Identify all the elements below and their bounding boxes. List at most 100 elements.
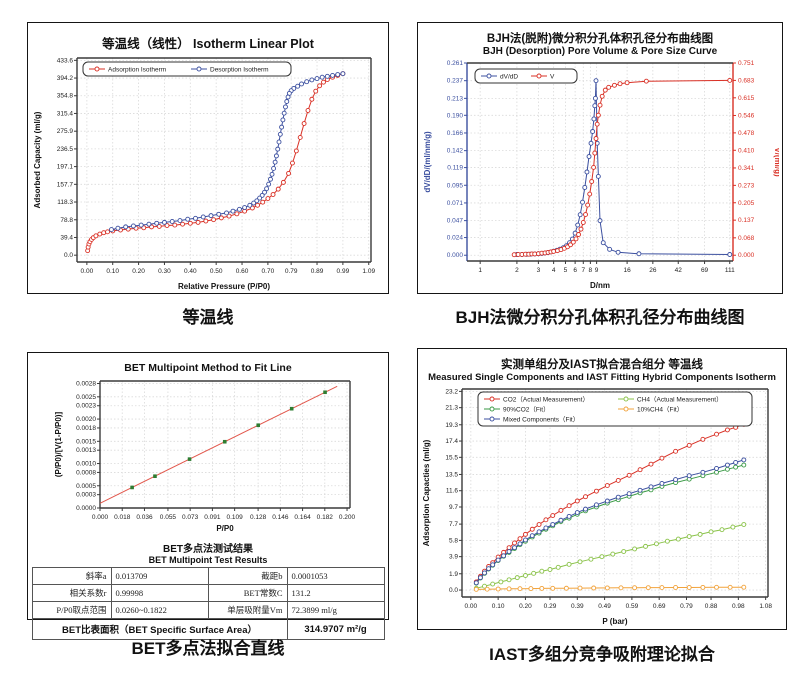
svg-text:90%CO2（Fit）: 90%CO2（Fit）	[503, 405, 550, 413]
svg-text:0.071: 0.071	[447, 200, 464, 207]
svg-text:0.20: 0.20	[132, 268, 145, 275]
svg-text:0.0025: 0.0025	[76, 394, 96, 401]
bet-c-label: BET常数C	[207, 584, 288, 602]
svg-text:0.0015: 0.0015	[76, 438, 96, 445]
svg-text:0.109: 0.109	[226, 514, 243, 521]
svg-text:0.0010: 0.0010	[76, 461, 96, 468]
svg-text:0.60: 0.60	[236, 268, 249, 275]
svg-text:0.410: 0.410	[738, 147, 755, 154]
svg-text:(P/P0)/[V(1-P/P0)]: (P/P0)/[V(1-P/P0)]	[54, 411, 63, 477]
svg-text:7: 7	[581, 267, 585, 274]
svg-text:0.615: 0.615	[738, 95, 755, 102]
svg-text:0.036: 0.036	[136, 514, 153, 521]
svg-text:0.0003: 0.0003	[76, 492, 96, 499]
svg-text:0.000: 0.000	[738, 252, 755, 259]
svg-text:0.261: 0.261	[447, 60, 464, 67]
bjh-chart-title-en: BJH (Desorption) Pore Volume & Pore Size…	[482, 46, 718, 57]
svg-text:0.018: 0.018	[114, 514, 131, 521]
svg-text:Adsorption Capacties (ml/g): Adsorption Capacties (ml/g)	[422, 439, 431, 546]
svg-text:Relative Pressure (P/P0): Relative Pressure (P/P0)	[178, 282, 270, 291]
svg-text:0.091: 0.091	[204, 514, 221, 521]
svg-text:17.4: 17.4	[445, 438, 458, 445]
svg-text:1.08: 1.08	[759, 603, 772, 610]
svg-text:0.137: 0.137	[738, 217, 755, 224]
svg-text:11.6: 11.6	[446, 488, 459, 495]
svg-text:Adsorption Isotherm: Adsorption Isotherm	[108, 66, 166, 73]
svg-text:0.273: 0.273	[738, 182, 755, 189]
svg-text:9: 9	[595, 267, 599, 274]
svg-text:0.095: 0.095	[447, 182, 464, 189]
svg-text:0.164: 0.164	[294, 514, 311, 521]
svg-text:354.8: 354.8	[57, 93, 74, 100]
svg-text:D/nm: D/nm	[590, 281, 610, 290]
svg-text:157.7: 157.7	[57, 181, 74, 188]
iast-chart: 0.00 0.10 0.20 0.29 0.39 0.49 0.59 0.69 0.79 0.88…	[422, 388, 772, 626]
caption-isotherm: 等温线	[182, 308, 234, 327]
svg-text:69: 69	[701, 267, 709, 274]
caption-bjh: BJH法微分积分孔体积孔径分布曲线图	[455, 308, 745, 327]
bet-intercept-label: 截距b	[207, 567, 288, 585]
svg-text:0.0005: 0.0005	[76, 483, 96, 490]
svg-text:7.7: 7.7	[449, 521, 458, 528]
svg-text:CH4（Actual Measurement）: CH4（Actual Measurement）	[637, 395, 723, 403]
bet-fit-chart: 0.000 0.018 0.036 0.055 0.073 0.091 0.109 0.128…	[54, 380, 356, 533]
caption-iast: IAST多组分竞争吸附理论拟合	[489, 645, 715, 664]
bet-results-title-en: BET Multipoint Test Results	[148, 555, 268, 565]
svg-text:0.000: 0.000	[92, 514, 109, 521]
svg-text:39.4: 39.4	[60, 234, 73, 241]
caption-bet: BET多点法拟合直线	[131, 639, 285, 658]
svg-text:0.047: 0.047	[447, 218, 464, 225]
svg-text:0.142: 0.142	[447, 148, 464, 155]
svg-text:0.0013: 0.0013	[76, 447, 96, 454]
svg-text:0.40: 0.40	[184, 268, 197, 275]
svg-text:78.8: 78.8	[60, 217, 73, 224]
bet-range-label: P/P0取点范围	[31, 601, 112, 619]
svg-text:0.98: 0.98	[732, 603, 745, 610]
svg-text:3: 3	[537, 267, 541, 274]
isotherm-chart-title: 等温线（线性） Isotherm Linear Plot	[102, 37, 314, 51]
iast-chart-title-zh: 实测单组分及IAST拟合混合组分 等温线	[501, 359, 703, 371]
svg-text:0.000: 0.000	[447, 252, 464, 259]
bet-slope-value: 0.013709	[110, 567, 209, 585]
svg-text:16: 16	[623, 267, 631, 274]
bet-intercept-value: 0.0001053	[286, 567, 385, 585]
svg-text:0.128: 0.128	[250, 514, 267, 521]
bjh-pore-chart: 1 2 3 4 5 6 7 8 9 16 26 42 69 111 0.000 0.024 0.047 0.071…	[423, 60, 779, 290]
svg-text:433.6: 433.6	[57, 57, 74, 64]
svg-text:19.3: 19.3	[445, 422, 458, 429]
bet-vm-label: 单层吸附量Vm	[207, 601, 288, 619]
svg-text:V: V	[550, 73, 555, 80]
svg-text:dV/dD: dV/dD	[500, 73, 518, 80]
svg-text:0.00: 0.00	[465, 603, 478, 610]
svg-text:118.3: 118.3	[57, 199, 73, 206]
svg-text:275.9: 275.9	[57, 128, 74, 135]
svg-text:197.1: 197.1	[57, 164, 74, 171]
svg-text:0.683: 0.683	[738, 77, 755, 84]
svg-text:0.190: 0.190	[447, 112, 464, 119]
iast-chart-title-en: Measured Single Components and IAST Fitt…	[428, 372, 776, 383]
svg-text:0.073: 0.073	[182, 514, 199, 521]
svg-text:8: 8	[589, 267, 593, 274]
bet-r-label: 相关系数r	[31, 584, 112, 602]
svg-text:5: 5	[564, 267, 568, 274]
svg-text:1.09: 1.09	[362, 268, 375, 275]
isotherm-linear-chart: 0.00 0.10 0.20 0.30 0.40 0.50 0.60 0.70 0.79 0.89…	[33, 57, 375, 291]
svg-text:6: 6	[573, 267, 577, 274]
bet-surface-area-label: BET比表面积（BET Specific Surface Area）	[31, 618, 288, 640]
svg-text:4: 4	[552, 267, 556, 274]
svg-text:1: 1	[478, 267, 482, 274]
svg-text:0.205: 0.205	[738, 200, 755, 207]
svg-text:111: 111	[725, 267, 735, 274]
svg-text:CO2（Actual Measurement）: CO2（Actual Measurement）	[503, 395, 589, 403]
svg-text:0.79: 0.79	[680, 603, 693, 610]
svg-text:Mixed Components（Fit）: Mixed Components（Fit）	[503, 415, 579, 423]
svg-text:0.182: 0.182	[317, 514, 334, 521]
svg-text:0.546: 0.546	[738, 112, 755, 119]
svg-text:13.5: 13.5	[445, 471, 458, 478]
svg-text:3.9: 3.9	[449, 554, 458, 561]
svg-text:2: 2	[515, 267, 519, 274]
svg-text:0.119: 0.119	[447, 165, 463, 172]
svg-text:0.10: 0.10	[106, 268, 119, 275]
svg-text:0.237: 0.237	[447, 78, 464, 85]
